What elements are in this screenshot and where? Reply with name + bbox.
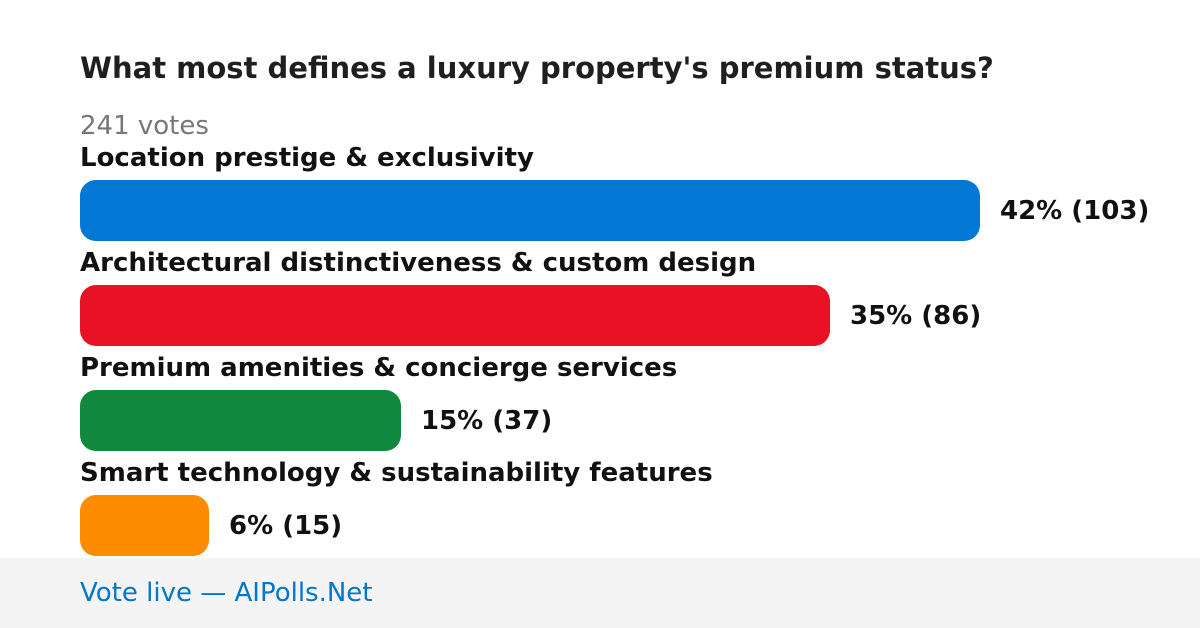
option-label: Architectural distinctiveness & custom d… xyxy=(80,248,757,278)
option-bar xyxy=(80,390,401,451)
option-bar xyxy=(80,285,830,346)
option-value-label: 6% (15) xyxy=(229,510,343,541)
option-label: Location prestige & exclusivity xyxy=(80,143,534,173)
option-value-label: 15% (37) xyxy=(421,405,553,436)
vote-count: 241 votes xyxy=(80,111,209,141)
option-value-label: 35% (86) xyxy=(850,300,982,331)
option-bar xyxy=(80,180,980,241)
option-value-label: 42% (103) xyxy=(1000,195,1150,226)
option-label: Smart technology & sustainability featur… xyxy=(80,458,713,488)
option-bar xyxy=(80,495,209,556)
option-label: Premium amenities & concierge services xyxy=(80,353,678,383)
vote-live-link[interactable]: Vote live — AIPolls.Net xyxy=(80,578,373,608)
footer: Vote live — AIPolls.Net xyxy=(0,558,1200,628)
poll-question: What most defines a luxury property's pr… xyxy=(80,51,994,85)
